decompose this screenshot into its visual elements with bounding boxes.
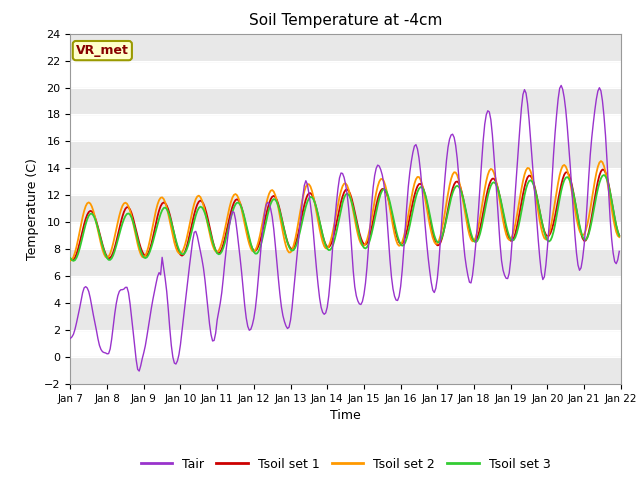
- Bar: [70, 357, 621, 384]
- Text: VR_met: VR_met: [76, 44, 129, 57]
- Bar: [70, 303, 621, 330]
- Bar: [70, 249, 621, 276]
- Y-axis label: Temperature (C): Temperature (C): [26, 158, 38, 260]
- X-axis label: Time: Time: [330, 409, 361, 422]
- Bar: [70, 195, 621, 222]
- Title: Soil Temperature at -4cm: Soil Temperature at -4cm: [249, 13, 442, 28]
- Legend: Tair, Tsoil set 1, Tsoil set 2, Tsoil set 3: Tair, Tsoil set 1, Tsoil set 2, Tsoil se…: [136, 453, 556, 476]
- Bar: [70, 87, 621, 114]
- Bar: [70, 34, 621, 60]
- Bar: [70, 142, 621, 168]
